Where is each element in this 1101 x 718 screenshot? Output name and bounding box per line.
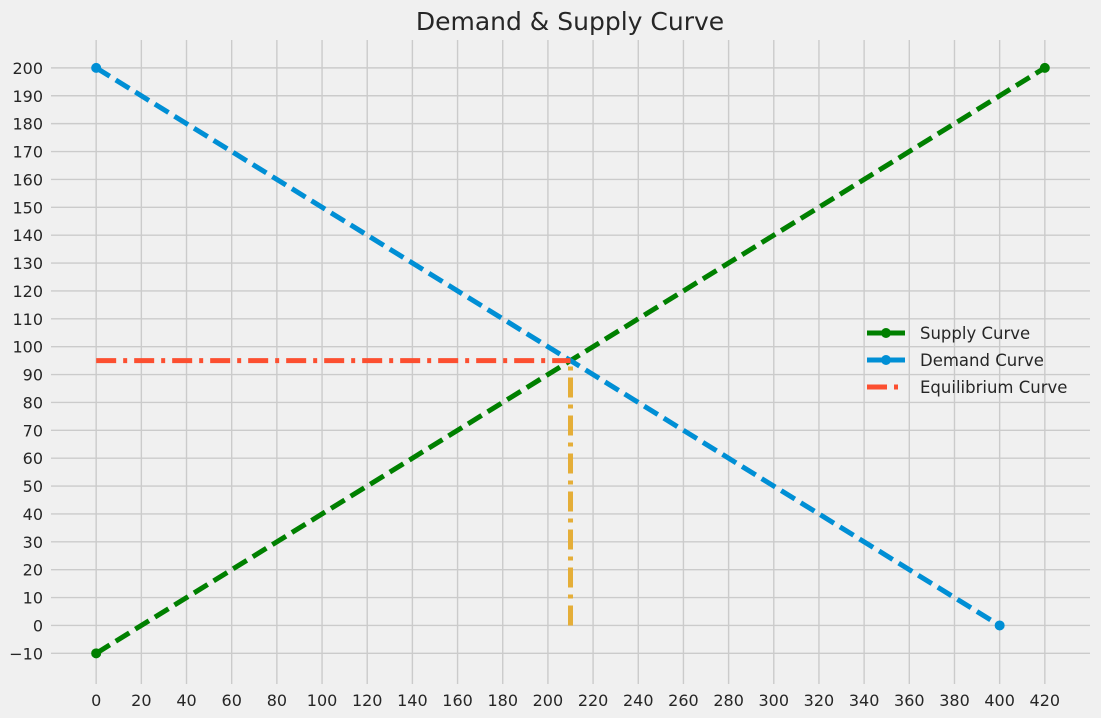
- demand-curve-point: [994, 620, 1005, 631]
- y-tick-label: 30: [23, 533, 43, 552]
- y-tick-label: 180: [12, 115, 43, 134]
- y-tick-label: 130: [12, 254, 43, 273]
- x-tick-label: 180: [487, 691, 518, 710]
- x-tick-label: 220: [578, 691, 609, 710]
- y-tick-label: 140: [12, 226, 43, 245]
- x-tick-label: 60: [222, 691, 242, 710]
- legend-label: Equilibrium Curve: [920, 378, 1067, 397]
- x-tick-label: 360: [894, 691, 925, 710]
- x-tick-label: 140: [397, 691, 428, 710]
- y-tick-label: 40: [23, 505, 43, 524]
- y-tick-label: 200: [12, 59, 43, 78]
- x-tick-label: 280: [713, 691, 744, 710]
- grid: [51, 40, 1090, 684]
- x-tick-label: 400: [984, 691, 1015, 710]
- y-tick-label: 100: [12, 338, 43, 357]
- series-demand-curve: [91, 62, 1005, 631]
- y-tick-label: 160: [12, 170, 43, 189]
- legend-marker: [881, 355, 891, 365]
- x-tick-label: 420: [1030, 691, 1061, 710]
- y-tick-label: 190: [12, 87, 43, 106]
- series-layer: [91, 62, 1050, 659]
- x-tick-label: 160: [442, 691, 473, 710]
- x-tick-label: 100: [307, 691, 338, 710]
- y-tick-label: 70: [23, 421, 43, 440]
- legend-item-supply-curve: Supply Curve: [867, 324, 1030, 343]
- y-tick-label: 50: [23, 477, 43, 496]
- supply-curve-point: [91, 648, 102, 659]
- x-tick-label: 20: [131, 691, 151, 710]
- x-tick-label: 240: [623, 691, 654, 710]
- legend-label: Supply Curve: [920, 324, 1030, 343]
- legend-item-equilibrium-curve: Equilibrium Curve: [867, 378, 1067, 397]
- y-tick-label: 10: [23, 589, 43, 608]
- supply-curve-point: [1039, 62, 1050, 73]
- y-tick-label: 60: [23, 449, 43, 468]
- x-tick-label: 0: [91, 691, 101, 710]
- demand-curve-point: [91, 62, 102, 73]
- y-tick-label: 20: [23, 561, 43, 580]
- x-tick-label: 40: [176, 691, 196, 710]
- legend-marker: [881, 328, 891, 338]
- y-tick-label: −10: [9, 644, 43, 663]
- tick-labels: 0 20 40 60 80 100 120 140 160 180 200 220 240 260 280 3…: [9, 59, 1060, 710]
- demand-curve-line: [94, 65, 1001, 628]
- x-tick-label: 200: [533, 691, 564, 710]
- y-tick-label: 80: [23, 393, 43, 412]
- x-tick-label: 120: [352, 691, 383, 710]
- x-tick-label: 320: [804, 691, 835, 710]
- y-tick-label: 120: [12, 282, 43, 301]
- y-tick-label: 90: [23, 366, 43, 385]
- legend-item-demand-curve: Demand Curve: [867, 351, 1044, 370]
- y-tick-label: 110: [12, 310, 43, 329]
- x-tick-label: 260: [668, 691, 699, 710]
- x-tick-label: 80: [267, 691, 287, 710]
- legend-label: Demand Curve: [920, 351, 1044, 370]
- y-tick-label: 0: [33, 616, 43, 635]
- chart-title: Demand & Supply Curve: [416, 7, 724, 36]
- y-tick-label: 150: [12, 198, 43, 217]
- legend: Supply Curve Demand Curve Equilibrium Curv…: [867, 324, 1067, 397]
- x-tick-label: 340: [849, 691, 880, 710]
- x-tick-label: 300: [759, 691, 790, 710]
- y-tick-label: 170: [12, 143, 43, 162]
- x-tick-label: 380: [939, 691, 970, 710]
